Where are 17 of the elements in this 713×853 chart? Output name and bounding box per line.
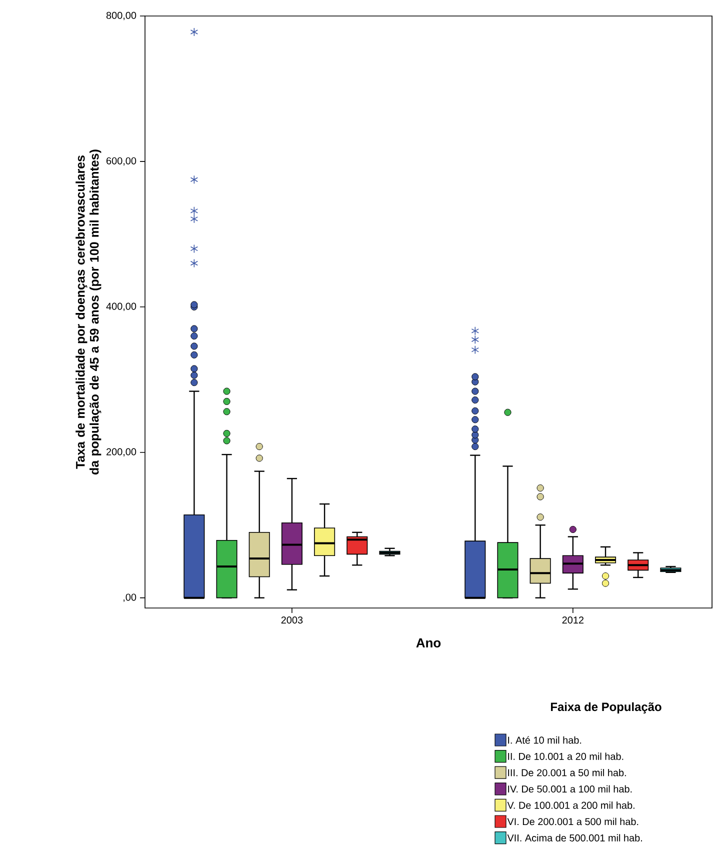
- y-tick-label: ,00: [124, 594, 136, 602]
- x-tick-label: 2012: [562, 616, 584, 624]
- legend-label: III. De 20.001 a 50 mil hab.: [508, 768, 626, 776]
- y-tick-label: 400,00: [106, 302, 136, 312]
- y-tick-label: 800,00: [106, 12, 136, 20]
- y-tick-label: 200,00: [106, 448, 136, 456]
- legend-label: V. De 100.001 a 200 mil hab.: [507, 802, 634, 809]
- legend-label: II. De 10.001 a 20 mil hab.: [508, 752, 624, 760]
- y-tick-label: 600,00: [106, 157, 136, 166]
- legend-label: VI. De 200.001 a 500 mil hab.: [507, 818, 638, 826]
- legend-label: IV. De 50.001 a 100 mil hab.: [508, 785, 632, 793]
- x-tick-label: 2003: [281, 616, 303, 624]
- legend-title: Faixa de População: [550, 702, 662, 714]
- x-axis-title: Ano: [416, 638, 441, 648]
- legend-label: I. Até 10 mil hab.: [508, 736, 582, 744]
- legend-label: VII. Acima de 500.001 mil hab.: [507, 834, 642, 842]
- y-axis-title: Taxa de mortalidade por doenças cerebrovasculares da população de 45 a 59 anos (por 100 mil habitantes): [76, 150, 102, 474]
